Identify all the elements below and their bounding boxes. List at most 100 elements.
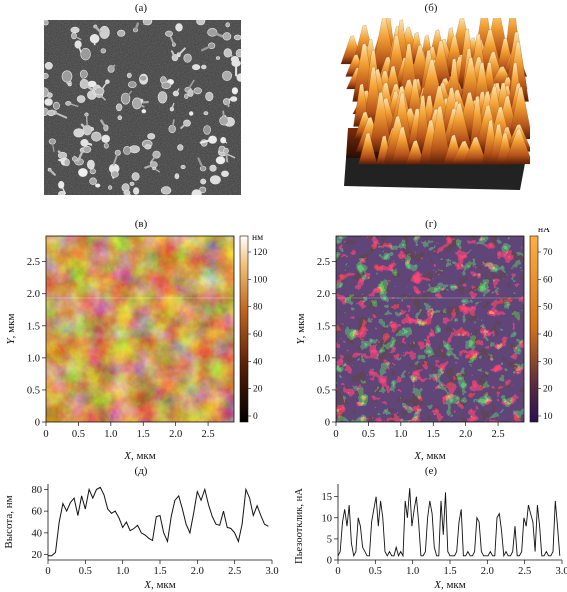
colorbar-tick-label: 10 xyxy=(543,412,553,422)
surface-peak xyxy=(358,132,378,165)
sem-rod xyxy=(200,44,213,52)
sem-rod xyxy=(67,102,79,107)
sem-particle xyxy=(235,49,241,58)
sem-particle xyxy=(236,73,241,82)
y-tick-label: 40 xyxy=(32,528,43,539)
y-tick-label: 2.0 xyxy=(317,289,330,300)
piezo-profile-y-ticks: 0 5 10 15 xyxy=(322,492,338,567)
x-tick-label: 0 xyxy=(45,566,50,577)
panel-label-d: (д) xyxy=(134,465,148,477)
y-tick-label: 20 xyxy=(32,550,43,561)
height-profile-axes xyxy=(47,484,272,561)
sem-particle xyxy=(180,165,186,170)
y-tick-label: 1.0 xyxy=(317,353,330,364)
sem-rod xyxy=(136,102,145,108)
colorbar-tick-label: 100 xyxy=(253,275,268,285)
sem-particle xyxy=(192,64,201,71)
sem-particle xyxy=(110,170,119,178)
y-tick-label: 0 xyxy=(325,418,330,429)
sem-rod xyxy=(112,151,119,166)
piezo-profile-chart: 0 0.5 1.0 1.5 2.0 2.5 3.0 0 5 10 15 X, мкм Пьезоо… xyxy=(294,484,567,591)
surface-peak xyxy=(428,105,451,165)
colorbar-tick-label: 40 xyxy=(253,357,263,367)
y-tick-label: 0 xyxy=(327,556,332,567)
height-profile-x-axis-title: X, мкм xyxy=(143,579,176,591)
x-tick-label: 1.5 xyxy=(153,566,166,577)
sem-particle xyxy=(67,82,72,87)
topography-x-axis-title: X, мкм xyxy=(123,450,156,462)
pfm-y-axis-title: Y, мкм xyxy=(295,314,307,345)
y-tick-label: 15 xyxy=(322,492,333,503)
sem-particle xyxy=(231,87,238,95)
height-profile-line xyxy=(48,486,269,557)
sem-particle xyxy=(175,23,183,32)
sem-particle xyxy=(80,47,91,61)
sem-rod xyxy=(187,79,195,91)
y-tick-label: 2.5 xyxy=(317,257,330,268)
sem-particle xyxy=(129,181,135,186)
sem-particle xyxy=(209,164,217,172)
y-tick-label: 1.0 xyxy=(27,353,40,364)
sem-rod xyxy=(83,141,93,146)
sem-particle xyxy=(87,159,95,170)
sem-particle xyxy=(189,111,194,116)
sem-rod xyxy=(57,150,64,157)
sem-particle xyxy=(44,72,49,79)
x-tick-label: 0 xyxy=(333,429,338,440)
y-tick-label: 1.5 xyxy=(317,321,330,332)
sem-particle xyxy=(47,110,55,117)
sem-rod xyxy=(226,51,233,57)
x-tick-label: 0.5 xyxy=(79,566,92,577)
x-tick-label: 0 xyxy=(335,566,340,577)
x-tick-label: 2.5 xyxy=(492,429,505,440)
height-profile-x-ticks: 0 0.5 1.0 1.5 2.0 2.5 3.0 xyxy=(45,560,279,577)
sem-particle xyxy=(147,133,156,140)
sem-rod xyxy=(177,47,186,56)
sem-particle xyxy=(174,173,180,180)
y-tick-label: 2.5 xyxy=(27,257,40,268)
colorbar-tick-label: 20 xyxy=(253,385,263,395)
sem-particle xyxy=(94,87,105,96)
sem-particle xyxy=(115,103,123,112)
sem-particle xyxy=(233,34,241,41)
pfm-plot-area xyxy=(335,235,525,423)
sem-rod xyxy=(199,138,214,144)
sem-rod xyxy=(81,73,85,81)
x-tick-label: 0.5 xyxy=(369,566,382,577)
sem-particle xyxy=(222,70,233,81)
sem-particle xyxy=(177,144,184,151)
sem-rod xyxy=(171,119,175,130)
x-tick-label: 3.0 xyxy=(555,566,567,577)
pfm-x-axis-title: X, мкм xyxy=(413,450,446,462)
sem-particle xyxy=(103,143,109,149)
pfm-y-ticks: 0 0.5 1.0 1.5 2.0 2.5 xyxy=(317,257,336,429)
sem-rod xyxy=(175,88,180,95)
x-tick-label: 1.5 xyxy=(443,566,456,577)
sem-particle xyxy=(225,22,230,28)
sem-particle xyxy=(165,30,173,37)
topography-y-axis-title: Y, мкм xyxy=(5,314,17,345)
sem-particle xyxy=(101,134,111,143)
sem-particle xyxy=(199,186,207,194)
y-tick-label: 0.5 xyxy=(27,385,40,396)
sem-particle xyxy=(203,111,209,116)
sem-rod xyxy=(134,22,140,32)
sem-rod xyxy=(110,64,116,70)
sem-particle xyxy=(61,70,73,83)
sem-particle xyxy=(126,72,132,79)
sem-rod xyxy=(124,90,132,100)
sem-rod xyxy=(48,168,56,176)
sem-particle xyxy=(191,189,202,195)
sem-rod xyxy=(73,35,82,41)
x-tick-label: 3.0 xyxy=(265,566,278,577)
sem-particle xyxy=(82,145,92,153)
sem-particle xyxy=(222,32,232,41)
sem-particle xyxy=(132,187,140,195)
surface-peak xyxy=(391,126,413,165)
x-tick-label: 0.5 xyxy=(72,429,85,440)
sem-particle xyxy=(99,25,110,39)
pfm-response-map: 0 0.5 1.0 1.5 2.0 2.5 0 0.5 1.0 1.5 2.0 2.5 X, мкм… xyxy=(295,228,553,462)
x-tick-label: 1.0 xyxy=(104,429,117,440)
sem-particle xyxy=(78,168,88,177)
sem-rod xyxy=(98,93,106,101)
